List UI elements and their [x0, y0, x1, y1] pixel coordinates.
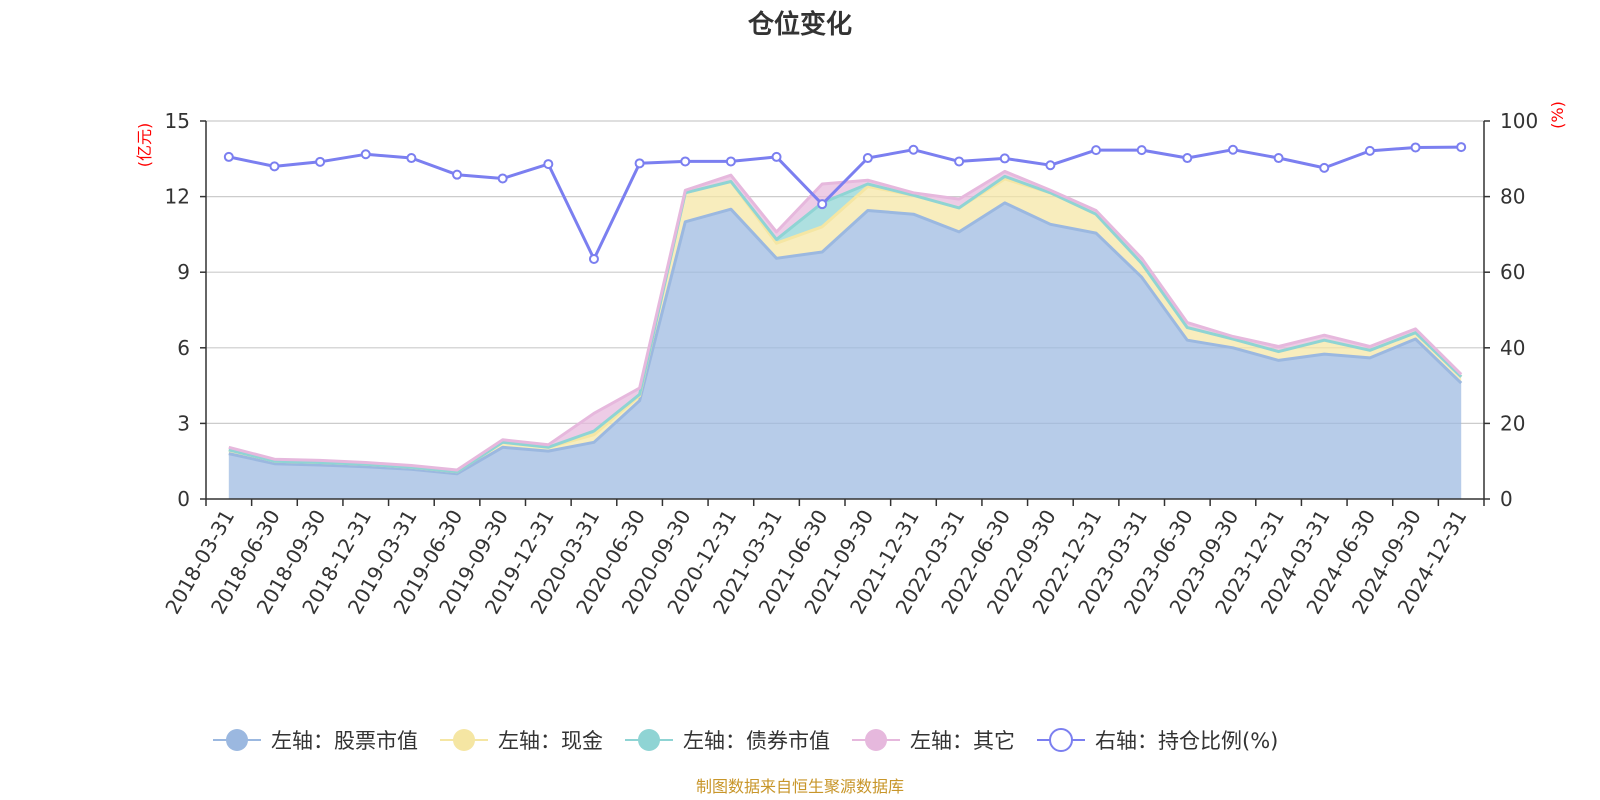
legend-label: 左轴：债券市值 — [683, 729, 830, 753]
holding-ratio-point — [223, 151, 234, 162]
holding-ratio-point — [360, 149, 371, 160]
legend-item: 左轴：股票市值 — [213, 729, 418, 753]
source-note: 制图数据来自恒生聚源数据库 — [696, 777, 904, 796]
holding-ratio-point — [817, 199, 828, 210]
legend-label: 右轴：持仓比例(%) — [1095, 729, 1278, 753]
holding-ratio-point — [680, 156, 691, 167]
right-axis-tick-label: 0 — [1500, 487, 1513, 511]
holding-ratio-series — [223, 142, 1467, 264]
holding-ratio-point — [315, 156, 326, 167]
holding-ratio-point — [862, 153, 873, 164]
holding-ratio-point — [1182, 153, 1193, 164]
holding-ratio-point — [543, 159, 554, 170]
holding-ratio-point — [771, 151, 782, 162]
holding-ratio-point — [1045, 160, 1056, 171]
legend-label: 左轴：其它 — [910, 729, 1015, 753]
left-axis-tick-label: 6 — [177, 336, 190, 360]
right-axis-unit-label: (%) — [1548, 101, 1567, 129]
holding-ratio-point — [1456, 142, 1467, 153]
right-axis-tick-label: 40 — [1500, 336, 1525, 360]
legend-label: 左轴：现金 — [498, 729, 603, 753]
left-axis-unit-label: (亿元) — [135, 123, 154, 168]
left-axis-tick-label: 9 — [177, 260, 190, 284]
holding-ratio-point — [588, 253, 599, 264]
holding-ratio-point — [1273, 153, 1284, 164]
holding-ratio-point — [406, 153, 417, 164]
holding-ratio-point — [908, 144, 919, 155]
legend-item: 左轴：债券市值 — [625, 729, 830, 753]
stacked-areas — [228, 169, 1463, 499]
holding-ratio-point — [497, 173, 508, 184]
holding-ratio-point — [1136, 145, 1147, 156]
right-axis-tick-label: 20 — [1500, 411, 1525, 435]
legend-marker — [226, 729, 248, 751]
line-左轴：债券市值 — [228, 174, 1463, 474]
holding-ratio-point — [1319, 162, 1330, 173]
holding-ratio-point — [634, 158, 645, 169]
right-axis-tick-label: 80 — [1500, 185, 1525, 209]
holding-ratio-point — [954, 156, 965, 167]
legend-marker — [638, 729, 660, 751]
right-axis-tick-label: 60 — [1500, 260, 1525, 284]
legend-item: 右轴：持仓比例(%) — [1037, 728, 1278, 753]
holding-ratio-point — [1410, 142, 1421, 153]
holding-ratio-point — [999, 153, 1010, 164]
area-左轴：股票市值 — [228, 202, 1462, 499]
right-axis-tick-label: 100 — [1500, 109, 1538, 133]
holding-ratio-point — [1091, 145, 1102, 156]
holding-ratio-line — [228, 145, 1462, 261]
holding-ratio-point — [725, 156, 736, 167]
legend-marker — [1049, 728, 1073, 752]
left-axis-tick-label: 3 — [177, 411, 190, 435]
legend-label: 左轴：股票市值 — [271, 729, 418, 753]
holding-ratio-point — [269, 161, 280, 172]
legend-marker — [865, 729, 887, 751]
legend: 左轴：股票市值 左轴：现金 左轴：债券市值 左轴：其它 右轴：持仓比例(%) — [213, 728, 1278, 753]
chart-title: 仓位变化 — [747, 9, 852, 40]
left-axis-tick-label: 15 — [165, 109, 190, 133]
holding-ratio-point — [452, 169, 463, 180]
line-左轴：股票市值 — [228, 201, 1463, 476]
legend-marker — [453, 729, 475, 751]
left-axis-tick-label: 12 — [165, 185, 190, 209]
legend-item: 左轴：现金 — [440, 729, 603, 753]
legend-item: 左轴：其它 — [852, 729, 1015, 753]
holding-ratio-point — [1227, 144, 1238, 155]
left-axis-tick-label: 0 — [177, 487, 190, 511]
holding-ratio-point — [1364, 145, 1375, 156]
